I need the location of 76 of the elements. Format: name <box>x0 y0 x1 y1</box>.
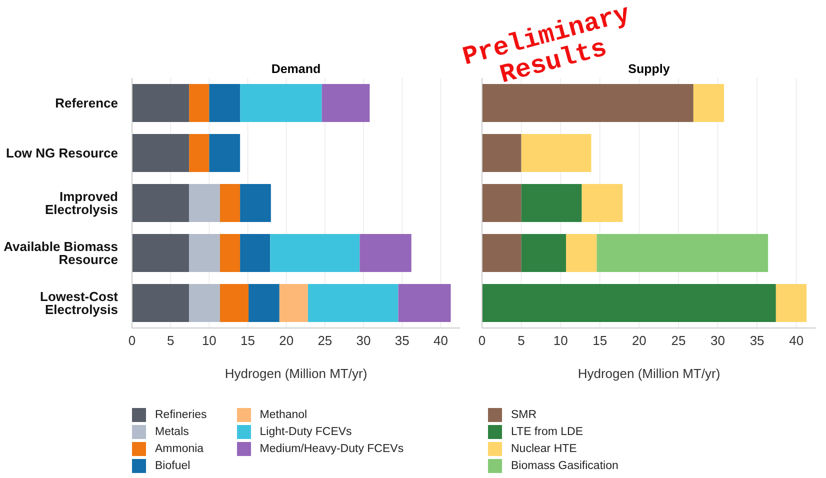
bar <box>189 84 210 122</box>
legend-label: Ammonia <box>155 442 204 454</box>
x-tick-label: 10 <box>553 333 568 348</box>
chart-title: Demand <box>270 62 322 76</box>
bar <box>270 234 360 272</box>
bar <box>189 234 220 272</box>
bar <box>132 84 190 122</box>
legend-label: LTE from LDE <box>511 426 583 438</box>
x-tick-label: 15 <box>592 333 608 348</box>
y-tick-label: Lowest-Cost Electrolysis <box>40 289 119 318</box>
y-tick-label: Reference <box>55 96 118 111</box>
bar <box>596 234 768 272</box>
x-tick-label: 20 <box>279 333 294 348</box>
bar <box>220 234 240 272</box>
chart-title: Supply <box>628 62 670 76</box>
bar <box>398 284 451 322</box>
bar <box>308 284 398 322</box>
bar <box>220 184 240 222</box>
bar <box>240 184 271 222</box>
bar <box>132 234 190 272</box>
bar <box>482 134 522 172</box>
x-tick-label: 20 <box>632 333 646 348</box>
bar <box>693 84 724 122</box>
bar <box>209 84 240 122</box>
x-axis-title: Hydrogen (Million MT/yr) <box>576 366 722 381</box>
legend-label: Biomass Gasification <box>511 460 618 472</box>
bar <box>521 234 566 272</box>
x-tick-label: 30 <box>710 333 725 348</box>
bar <box>279 284 308 322</box>
legend-label: Light-Duty FCEVs <box>260 426 352 438</box>
legend-label: SMR <box>511 408 537 420</box>
x-tick-label: 5 <box>518 333 525 348</box>
bar <box>521 134 592 172</box>
bar <box>248 284 280 322</box>
legend-label: Biofuel <box>155 460 190 472</box>
x-tick-label: 40 <box>789 333 804 348</box>
bar <box>209 134 240 172</box>
x-tick-label: 10 <box>202 333 216 348</box>
bar <box>360 234 412 272</box>
legend-label: Methanol <box>260 408 308 420</box>
bar <box>189 184 220 222</box>
y-tick-label: Improved Electrolysis <box>45 189 118 218</box>
legend-label: Nuclear HTE <box>511 442 577 454</box>
bar <box>189 134 210 172</box>
bar <box>240 234 270 272</box>
x-tick-label: 5 <box>166 333 174 348</box>
x-tick-label: 40 <box>433 333 448 348</box>
legend-label: Metals <box>155 426 189 438</box>
bar <box>566 234 597 272</box>
bar <box>132 184 190 222</box>
x-tick-label: 35 <box>394 333 410 348</box>
bar <box>482 284 776 322</box>
x-tick-label: 35 <box>750 333 764 348</box>
bar <box>582 184 623 222</box>
bar <box>240 84 322 122</box>
x-tick-label: 25 <box>671 333 686 348</box>
x-tick-label: 0 <box>478 333 486 348</box>
bar <box>132 134 190 172</box>
bar <box>776 284 807 322</box>
bar <box>322 84 370 122</box>
x-tick-label: 30 <box>356 333 371 348</box>
bar <box>521 184 582 222</box>
x-tick-label: 25 <box>318 333 332 348</box>
bar <box>220 284 249 322</box>
bar <box>132 284 190 322</box>
legend-label: Medium/Heavy-Duty FCEVs <box>260 442 404 454</box>
bar <box>482 234 522 272</box>
legend-label: Refineries <box>155 408 207 420</box>
bar <box>482 84 694 122</box>
bar <box>482 184 522 222</box>
y-tick-label: Low NG Resource <box>6 146 118 161</box>
x-tick-label: 0 <box>128 333 136 348</box>
x-tick-label: 15 <box>240 333 255 348</box>
y-tick-label: Available Biomass Resource <box>4 239 118 268</box>
x-axis-title: Hydrogen (Million MT/yr) <box>224 366 368 381</box>
bar <box>189 284 220 322</box>
